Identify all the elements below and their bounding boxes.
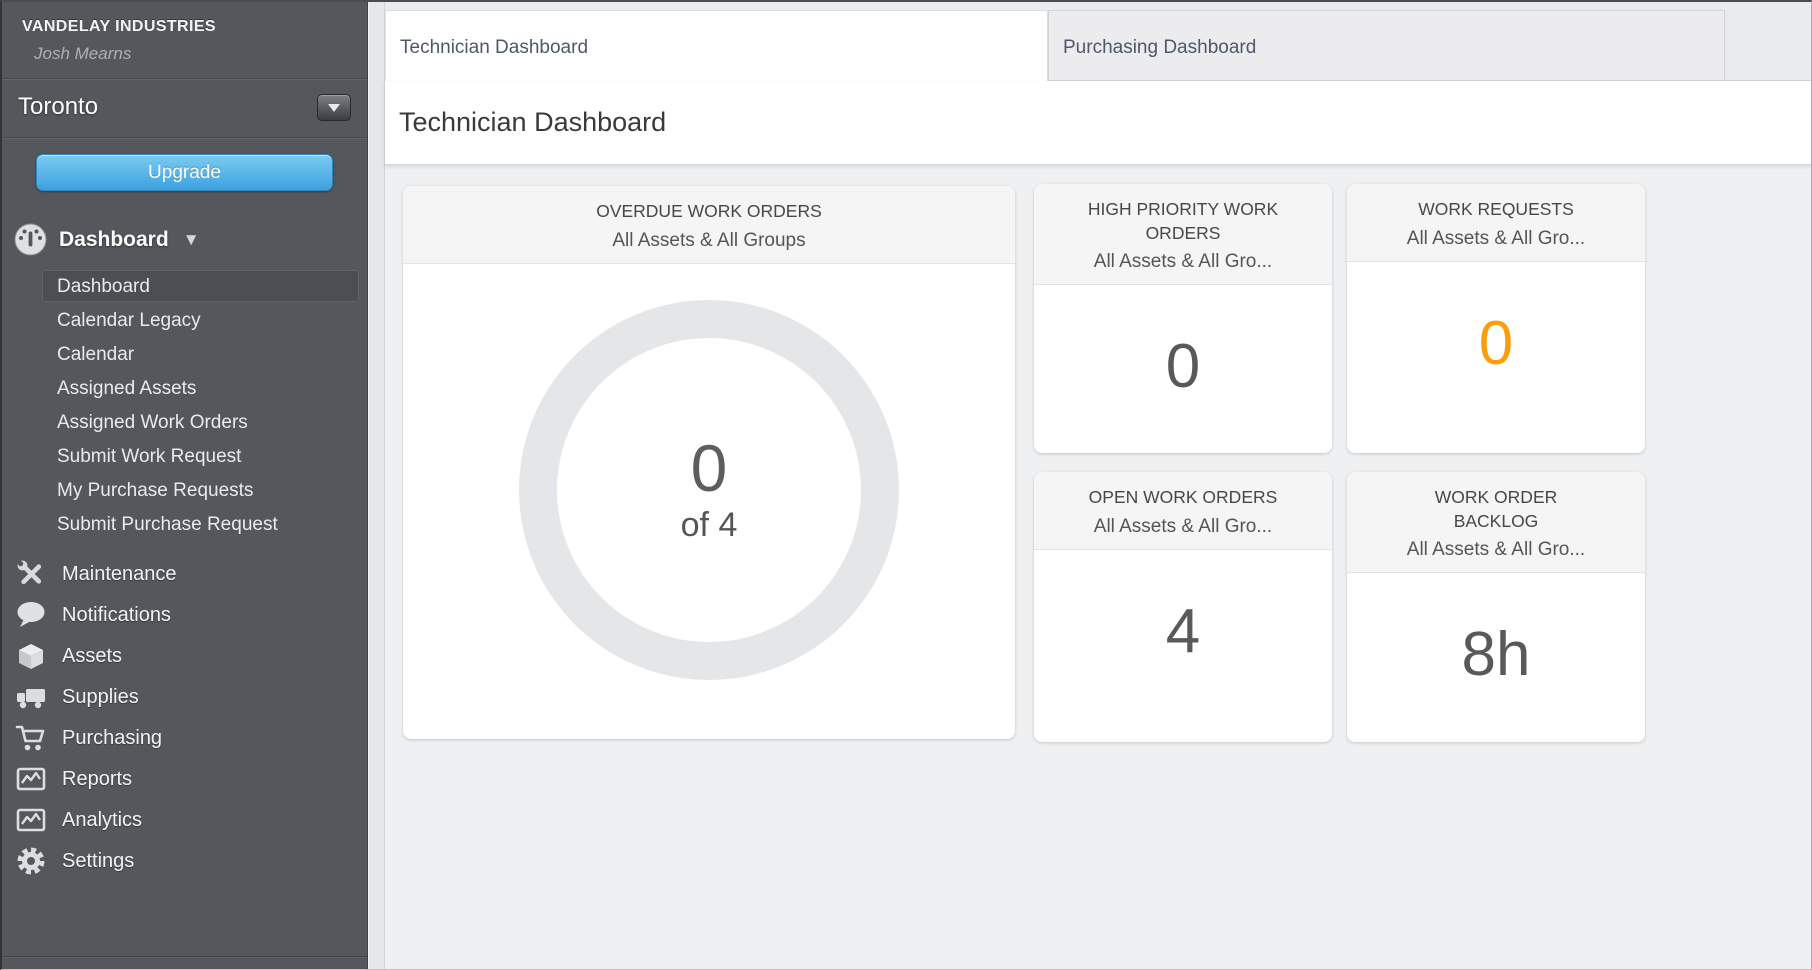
card-header: OPEN WORK ORDERS All Assets & All Gro... <box>1034 472 1332 550</box>
sidebar-subitem-calendar[interactable]: Calendar <box>57 344 135 365</box>
site-selector[interactable]: Toronto <box>2 79 367 138</box>
card-value: 8h <box>1461 620 1531 690</box>
title-band: Technician Dashboard <box>385 81 1811 165</box>
notifications-icon <box>14 598 48 632</box>
sidebar-item-settings[interactable]: Settings <box>2 841 367 881</box>
card-value: 0 <box>1478 308 1514 378</box>
card-open-work-orders[interactable]: OPEN WORK ORDERS All Assets & All Gro...… <box>1034 472 1332 742</box>
card-work-requests[interactable]: WORK REQUESTS All Assets & All Gro... 0 <box>1347 184 1645 453</box>
dashboard-menu-label: Dashboard <box>59 227 169 251</box>
sidebar-item-dashboard[interactable]: Dashboard ▼ <box>2 201 367 256</box>
tab-technician-dashboard[interactable]: Technician Dashboard <box>385 10 1048 81</box>
settings-icon <box>14 844 48 878</box>
user-name: Josh Mearns <box>34 44 132 63</box>
sidebar-item-purchasing[interactable]: Purchasing <box>2 718 367 758</box>
nav-label: Assets <box>62 644 123 667</box>
card-header: OVERDUE WORK ORDERS All Assets & All Gro… <box>403 186 1015 264</box>
card-value: 0 <box>1165 332 1201 402</box>
purchasing-icon <box>14 721 48 755</box>
card-value: 4 <box>1165 596 1201 666</box>
card-title: HIGH PRIORITY WORK ORDERS <box>1087 199 1279 243</box>
nav-label: Maintenance <box>62 562 177 585</box>
reports-icon <box>14 762 48 796</box>
sidebar-subitem-assigned-work-orders[interactable]: Assigned Work Orders <box>57 412 248 433</box>
card-subtitle: All Assets & All Gro... <box>1406 539 1586 561</box>
upgrade-button[interactable]: Upgrade <box>36 154 333 191</box>
card-header: WORK REQUESTS All Assets & All Gro... <box>1347 184 1645 262</box>
card-subtitle: All Assets & All Groups <box>612 229 806 251</box>
card-title: OVERDUE WORK ORDERS <box>596 201 822 221</box>
company-name: VANDELAY INDUSTRIES <box>22 18 217 35</box>
card-subtitle: All Assets & All Gro... <box>1093 515 1273 537</box>
sidebar-item-analytics[interactable]: Analytics <box>2 800 367 840</box>
sidebar-subitem-assigned-assets[interactable]: Assigned Assets <box>57 378 197 399</box>
sidebar-item-supplies[interactable]: Supplies <box>2 677 367 717</box>
card-subtitle: All Assets & All Gro... <box>1406 227 1586 249</box>
sidebar-subitem-calendar-legacy[interactable]: Calendar Legacy <box>57 310 201 331</box>
supplies-icon <box>14 680 48 714</box>
nav-label: Reports <box>62 767 133 790</box>
assets-icon <box>14 639 48 673</box>
maintenance-icon <box>14 557 48 591</box>
card-title: WORK ORDER BACKLOG <box>1434 487 1558 531</box>
sidebar-item-reports[interactable]: Reports <box>2 759 367 799</box>
main-area: Technician Dashboard Purchasing Dashboar… <box>369 2 1811 969</box>
sidebar-item-assets[interactable]: Assets <box>2 636 367 676</box>
sidebar-subitem-submit-purchase-request[interactable]: Submit Purchase Request <box>57 514 278 535</box>
nav-label: Analytics <box>62 808 143 831</box>
tab-purchasing-dashboard[interactable]: Purchasing Dashboard <box>1048 10 1725 80</box>
card-subtitle: All Assets & All Gro... <box>1093 251 1273 273</box>
donut-center: 0 of 4 <box>557 337 861 642</box>
tab-bar: Technician Dashboard Purchasing Dashboar… <box>385 2 1811 81</box>
donut-gauge: 0 of 4 <box>519 299 899 680</box>
donut-total: of 4 <box>680 505 738 544</box>
donut-value: 0 <box>690 431 728 506</box>
sidebar-item-notifications[interactable]: Notifications <box>2 595 367 635</box>
sidebar-subitem-dashboard[interactable]: Dashboard <box>42 270 359 302</box>
sidebar: VANDELAY INDUSTRIES Josh Mearns Toronto … <box>2 2 368 969</box>
dashboard-content: OVERDUE WORK ORDERS All Assets & All Gro… <box>385 165 1811 969</box>
sidebar-header: VANDELAY INDUSTRIES Josh Mearns <box>2 2 367 79</box>
sidebar-subitem-submit-work-request[interactable]: Submit Work Request <box>57 446 242 467</box>
card-overdue-work-orders[interactable]: OVERDUE WORK ORDERS All Assets & All Gro… <box>403 186 1015 739</box>
card-title: OPEN WORK ORDERS <box>1088 487 1278 507</box>
chevron-down-icon: ▼ <box>182 229 200 249</box>
gauge-icon <box>14 223 47 256</box>
card-title: WORK REQUESTS <box>1418 199 1574 219</box>
sidebar-subitem-my-purchase-requests[interactable]: My Purchase Requests <box>57 480 254 501</box>
nav-label: Settings <box>62 849 135 872</box>
site-name: Toronto <box>18 93 99 120</box>
nav-label: Purchasing <box>62 726 163 749</box>
sidebar-item-maintenance[interactable]: Maintenance <box>2 554 367 594</box>
dashboard-submenu: Dashboard Calendar Legacy Calendar Assig… <box>2 270 367 540</box>
analytics-icon <box>14 803 48 837</box>
site-dropdown-button[interactable] <box>317 93 351 121</box>
card-work-order-backlog[interactable]: WORK ORDER BACKLOG All Assets & All Gro.… <box>1347 472 1645 742</box>
card-high-priority-work-orders[interactable]: HIGH PRIORITY WORK ORDERS All Assets & A… <box>1034 184 1332 453</box>
card-header: WORK ORDER BACKLOG All Assets & All Gro.… <box>1347 472 1645 574</box>
sidebar-nav: Maintenance Notifications <box>2 554 367 881</box>
page-title: Technician Dashboard <box>399 107 667 137</box>
nav-label: Notifications <box>62 603 171 626</box>
sidebar-bottom-divider <box>2 956 367 957</box>
nav-label: Supplies <box>62 685 139 708</box>
dropdown-arrow-icon <box>328 104 340 112</box>
card-header: HIGH PRIORITY WORK ORDERS All Assets & A… <box>1034 184 1332 286</box>
